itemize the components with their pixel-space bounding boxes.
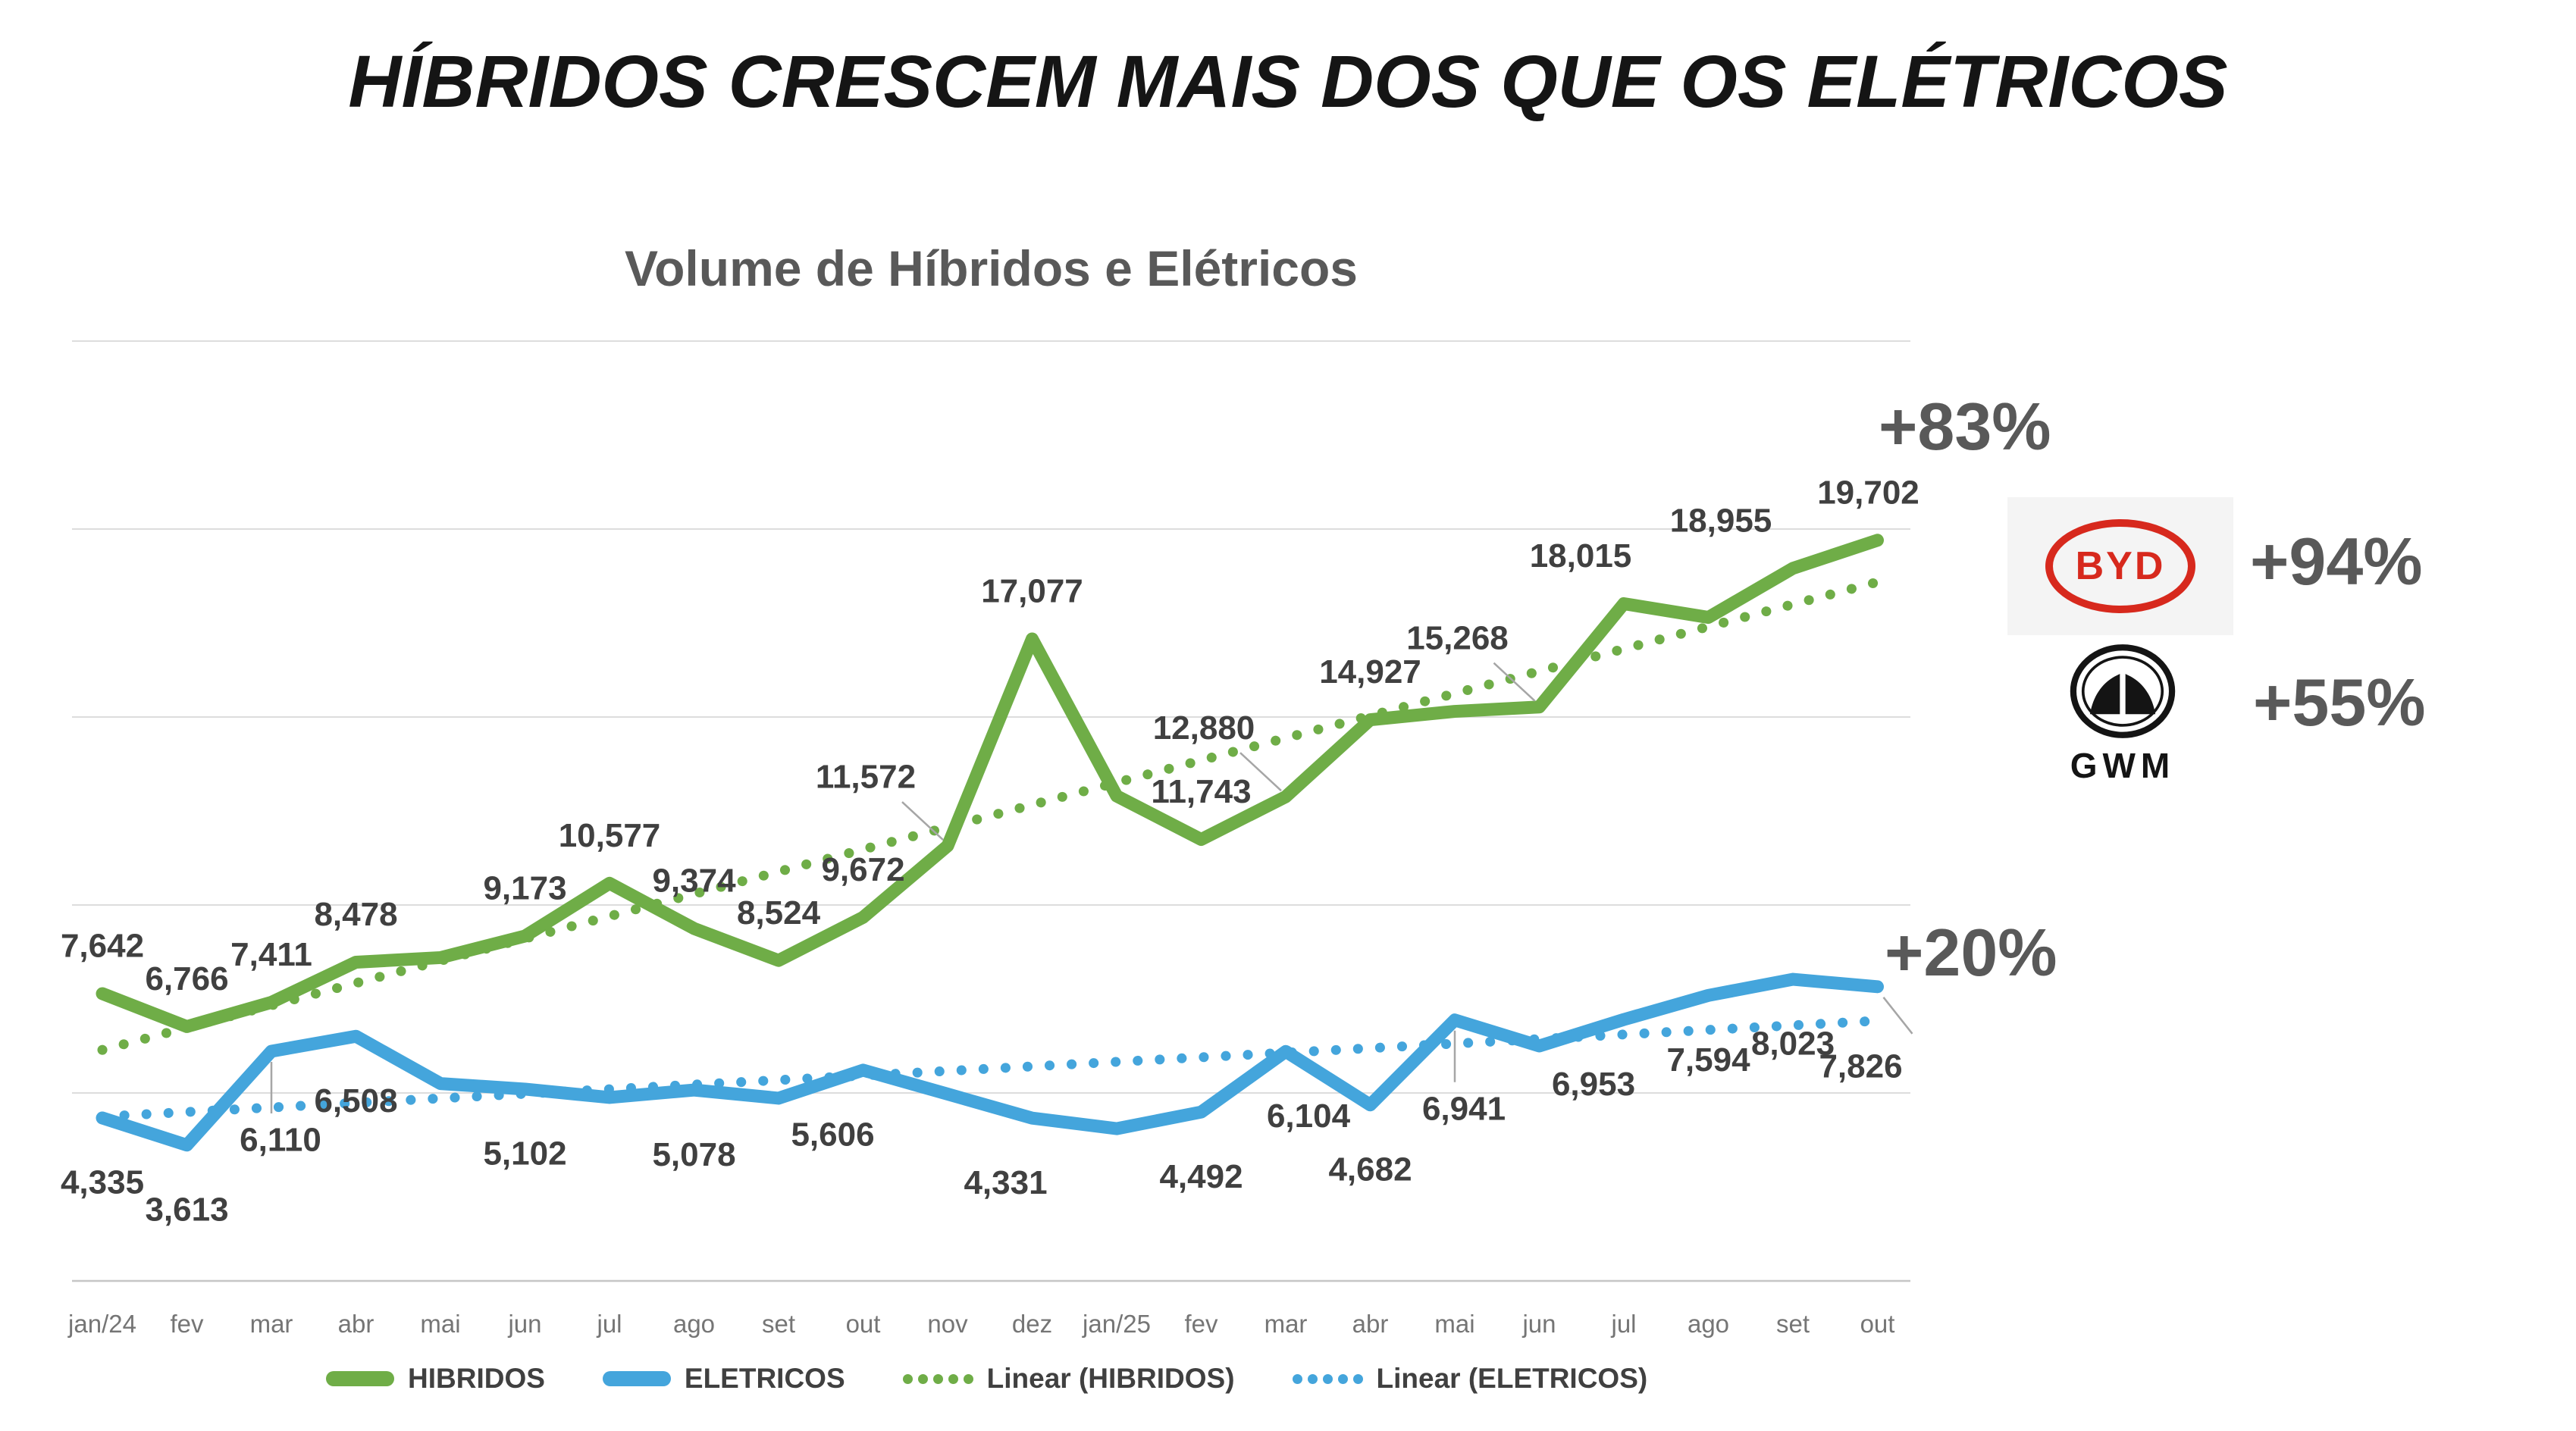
svg-text:abr: abr [338, 1310, 374, 1338]
svg-text:7,411: 7,411 [230, 936, 312, 973]
legend-item-linear-eletricos: Linear (ELETRICOS) [1292, 1363, 1648, 1395]
legend-label: HIBRIDOS [408, 1363, 545, 1394]
chart-title: Volume de Híbridos e Elétricos [624, 240, 1359, 296]
svg-text:8,023: 8,023 [1751, 1025, 1835, 1063]
svg-text:nov: nov [927, 1310, 968, 1338]
byd-logo: BYD [2007, 497, 2233, 635]
svg-text:4,335: 4,335 [61, 1164, 144, 1201]
svg-text:9,672: 9,672 [821, 851, 904, 888]
svg-text:18,015: 18,015 [1530, 537, 1632, 575]
svg-text:9,374: 9,374 [652, 863, 736, 900]
svg-text:abr: abr [1352, 1310, 1389, 1338]
legend-label: ELETRICOS [684, 1363, 845, 1394]
svg-text:6,941: 6,941 [1422, 1090, 1506, 1127]
svg-text:out: out [846, 1310, 881, 1338]
svg-text:10,577: 10,577 [559, 817, 661, 854]
svg-text:4,331: 4,331 [964, 1164, 1047, 1201]
svg-text:set: set [762, 1310, 795, 1338]
linear-hibridos-dots-swatch [902, 1373, 973, 1384]
svg-text:mai: mai [420, 1310, 460, 1338]
byd-logo-ring: BYD [2045, 519, 2195, 613]
gwm-growth-badge: +55% [2253, 665, 2426, 740]
svg-text:fev: fev [170, 1310, 204, 1338]
svg-text:out: out [1860, 1310, 1895, 1338]
svg-text:6,766: 6,766 [145, 960, 228, 997]
gwm-logo-emblem [2070, 644, 2176, 738]
svg-text:14,927: 14,927 [1319, 653, 1421, 690]
eletricos-line-swatch [602, 1371, 671, 1386]
svg-text:12,880: 12,880 [1153, 709, 1255, 747]
linear-eletricos-dots-swatch [1292, 1373, 1363, 1384]
svg-text:ago: ago [1688, 1310, 1729, 1338]
svg-text:6,110: 6,110 [240, 1122, 321, 1159]
svg-text:6,104: 6,104 [1267, 1098, 1351, 1135]
svg-text:ago: ago [673, 1310, 715, 1338]
svg-text:jun: jun [507, 1310, 541, 1338]
byd-logo-text: BYD [2075, 544, 2166, 588]
byd-growth-badge: +94% [2250, 524, 2423, 599]
svg-text:18,955: 18,955 [1670, 502, 1772, 539]
svg-text:mar: mar [1264, 1310, 1308, 1338]
hibridos-growth-badge: +83% [1879, 389, 2051, 464]
gwm-logo-text: GWM [2070, 746, 2176, 785]
svg-text:mar: mar [250, 1310, 293, 1338]
gwm-logo: GWM [2060, 641, 2185, 786]
svg-text:7,826: 7,826 [1819, 1047, 1902, 1085]
svg-text:5,102: 5,102 [483, 1135, 566, 1173]
svg-text:8,478: 8,478 [314, 896, 397, 933]
svg-text:7,594: 7,594 [1666, 1041, 1750, 1079]
legend-label: Linear (HIBRIDOS) [986, 1363, 1235, 1394]
svg-text:5,078: 5,078 [652, 1136, 735, 1173]
svg-text:jun: jun [1521, 1310, 1556, 1338]
hibridos-line-swatch [326, 1371, 394, 1386]
svg-text:4,492: 4,492 [1159, 1158, 1243, 1195]
svg-text:dez: dez [1012, 1310, 1052, 1338]
svg-text:6,508: 6,508 [314, 1082, 397, 1119]
svg-text:4,682: 4,682 [1328, 1151, 1412, 1188]
legend-item-linear-hibridos: Linear (HIBRIDOS) [902, 1363, 1235, 1395]
svg-text:9,173: 9,173 [483, 870, 566, 907]
svg-text:6,953: 6,953 [1552, 1066, 1635, 1103]
svg-text:jul: jul [1610, 1310, 1636, 1338]
svg-text:mai: mai [1434, 1310, 1474, 1338]
svg-text:3,613: 3,613 [145, 1191, 228, 1228]
svg-text:17,077: 17,077 [981, 573, 1083, 610]
svg-text:set: set [1776, 1310, 1810, 1338]
svg-text:15,268: 15,268 [1406, 619, 1509, 656]
svg-text:jan/24: jan/24 [67, 1310, 136, 1338]
svg-text:11,743: 11,743 [1151, 773, 1251, 810]
legend-label: Linear (ELETRICOS) [1376, 1363, 1648, 1394]
svg-text:5,606: 5,606 [791, 1116, 874, 1154]
eletricos-growth-badge: +20% [1885, 915, 2057, 990]
svg-text:jul: jul [596, 1310, 622, 1338]
svg-text:jan/25: jan/25 [1082, 1310, 1151, 1338]
page-title: HÍBRIDOS CRESCEM MAIS DOS QUE OS ELÉTRIC… [348, 40, 2228, 123]
svg-text:7,642: 7,642 [61, 928, 144, 965]
svg-text:19,702: 19,702 [1817, 474, 1919, 511]
legend-item-eletricos: ELETRICOS [602, 1363, 845, 1395]
svg-text:8,524: 8,524 [737, 894, 821, 932]
chart-legend: HIBRIDOS ELETRICOS Linear (HIBRIDOS) Lin… [326, 1363, 1647, 1395]
legend-item-hibridos: HIBRIDOS [326, 1363, 545, 1395]
svg-text:11,572: 11,572 [816, 759, 916, 796]
svg-text:fev: fev [1184, 1310, 1218, 1338]
